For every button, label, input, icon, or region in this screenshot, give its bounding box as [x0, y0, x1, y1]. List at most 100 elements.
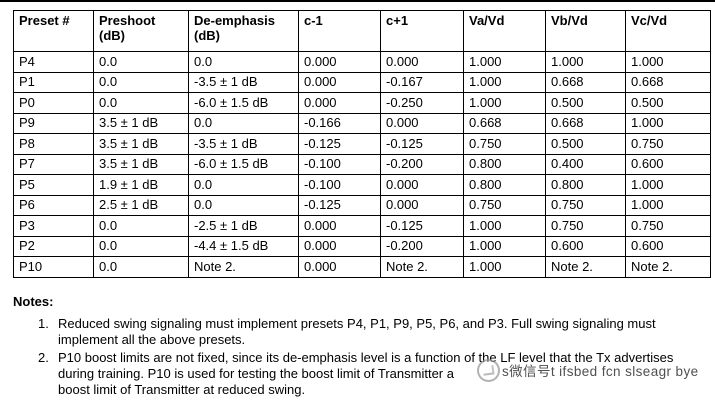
- col-header-preset: Preset #: [13, 10, 94, 52]
- table-cell: 0.668: [625, 71, 711, 93]
- table-cell: 0.000: [298, 256, 381, 278]
- table-cell: 0.0: [93, 92, 189, 114]
- table-cell: 1.000: [463, 71, 546, 93]
- table-cell: 0.750: [625, 133, 711, 155]
- note-line: implement all the above presets.: [58, 332, 246, 347]
- table-cell: 0.750: [463, 194, 546, 216]
- note-line: boost limit of Transmitter at reduced sw…: [58, 382, 306, 397]
- note-number: 1.: [38, 316, 49, 331]
- col-header-label: Preshoot: [99, 13, 156, 28]
- table-cell: 0.668: [545, 71, 626, 93]
- table-cell: 0.0: [93, 215, 189, 237]
- col-header-c-plus-1: c+1: [380, 10, 464, 52]
- note-item-1: 1. Reduced swing signaling must implemen…: [38, 316, 656, 348]
- table-cell: 0.000: [380, 174, 464, 196]
- table-cell: 0.0: [188, 174, 299, 196]
- table-cell: P4: [13, 51, 94, 73]
- col-header-label: c+1: [386, 13, 409, 28]
- table-cell: 0.000: [298, 71, 381, 93]
- table-cell: Note 2.: [625, 256, 711, 278]
- table-row-p8: P8 3.5 ± 1 dB -3.5 ± 1 dB -0.125 -0.125 0.750…: [13, 133, 711, 155]
- table-cell: P0: [13, 92, 94, 114]
- table-cell: 1.000: [463, 51, 546, 73]
- table-cell: 0.600: [625, 235, 711, 257]
- table-cell: -0.100: [298, 153, 381, 175]
- col-header-label: Preset #: [19, 13, 70, 28]
- preset-table: Preset # Preshoot (dB) De-emphasis (dB) c-…: [13, 10, 711, 278]
- table-cell: 0.000: [298, 51, 381, 73]
- table-row-p0: P0 0.0 -6.0 ± 1.5 dB 0.000 -0.250 1.000 0.500 0…: [13, 92, 711, 114]
- col-header-label: Vc/Vd: [631, 13, 668, 28]
- col-header-vb-vd: Vb/Vd: [545, 10, 626, 52]
- table-cell: 3.5 ± 1 dB: [93, 112, 189, 134]
- col-header-label: c-1: [304, 13, 323, 28]
- col-header-label: Vb/Vd: [551, 13, 588, 28]
- table-cell: P2: [13, 235, 94, 257]
- table-cell: 0.800: [463, 153, 546, 175]
- table-cell: 0.500: [545, 133, 626, 155]
- table-cell: 0.000: [298, 215, 381, 237]
- table-cell: 3.5 ± 1 dB: [93, 133, 189, 155]
- table-row-p2: P2 0.0 -4.4 ± 1.5 dB 0.000 -0.200 1.000 0.600 0…: [13, 235, 711, 257]
- top-border-line: [0, 0, 715, 2]
- table-cell: 0.500: [545, 92, 626, 114]
- table-cell: 0.800: [545, 174, 626, 196]
- table-cell: 0.0: [93, 71, 189, 93]
- table-cell: -0.250: [380, 92, 464, 114]
- table-cell: 1.9 ± 1 dB: [93, 174, 189, 196]
- table-cell: P5: [13, 174, 94, 196]
- table-cell: 0.0: [188, 194, 299, 216]
- table-cell: 0.000: [380, 194, 464, 216]
- table-cell: 0.500: [625, 92, 711, 114]
- table-cell: 1.000: [625, 194, 711, 216]
- col-header-va-vd: Va/Vd: [463, 10, 546, 52]
- col-header-sub: (dB): [194, 28, 220, 43]
- table-cell: Note 2.: [380, 256, 464, 278]
- table-row-p10: P10 0.0 Note 2. 0.000 Note 2. 1.000 Note 2. Not…: [13, 256, 711, 278]
- table-cell: -3.5 ± 1 dB: [188, 71, 299, 93]
- table-cell: 2.5 ± 1 dB: [93, 194, 189, 216]
- table-row-p6: P6 2.5 ± 1 dB 0.0 -0.125 0.000 0.750 0.750 1.00…: [13, 194, 711, 216]
- table-cell: 1.000: [463, 235, 546, 257]
- table-cell: -6.0 ± 1.5 dB: [188, 92, 299, 114]
- table-cell: 0.800: [463, 174, 546, 196]
- table-cell: 3.5 ± 1 dB: [93, 153, 189, 175]
- table-cell: 1.000: [463, 215, 546, 237]
- table-cell: 0.750: [545, 194, 626, 216]
- table-row-p1: P1 0.0 -3.5 ± 1 dB 0.000 -0.167 1.000 0.668 0.6…: [13, 71, 711, 93]
- table-cell: 1.000: [463, 256, 546, 278]
- table-cell: -0.125: [298, 194, 381, 216]
- table-cell: -2.5 ± 1 dB: [188, 215, 299, 237]
- table-cell: 1.000: [545, 51, 626, 73]
- col-header-deemphasis: De-emphasis (dB): [188, 10, 299, 52]
- table-cell: -4.4 ± 1.5 dB: [188, 235, 299, 257]
- table-cell: 0.0: [93, 51, 189, 73]
- col-header-label: De-emphasis: [194, 13, 275, 28]
- table-cell: -0.100: [298, 174, 381, 196]
- col-header-label: Va/Vd: [469, 13, 505, 28]
- note-number: 2.: [38, 350, 49, 365]
- col-header-c-minus-1: c-1: [298, 10, 381, 52]
- table-cell: 0.600: [625, 153, 711, 175]
- note-line: P10 boost limits are not fixed, since it…: [58, 350, 674, 365]
- table-cell: -0.125: [380, 215, 464, 237]
- table-cell: 0.750: [545, 215, 626, 237]
- table-cell: 0.000: [380, 51, 464, 73]
- table-cell: 0.750: [463, 133, 546, 155]
- col-header-preshoot: Preshoot (dB): [93, 10, 189, 52]
- table-cell: 0.750: [625, 215, 711, 237]
- table-cell: 0.0: [93, 235, 189, 257]
- table-cell: P8: [13, 133, 94, 155]
- table-cell: P10: [13, 256, 94, 278]
- table-cell: -0.125: [380, 133, 464, 155]
- table-cell: -0.200: [380, 153, 464, 175]
- table-cell: 0.000: [298, 92, 381, 114]
- table-row-p5: P5 1.9 ± 1 dB 0.0 -0.100 0.000 0.800 0.800 1.00…: [13, 174, 711, 196]
- table-cell: 0.668: [463, 112, 546, 134]
- table-cell: P6: [13, 194, 94, 216]
- table-cell: -6.0 ± 1.5 dB: [188, 153, 299, 175]
- col-header-sub: (dB): [99, 28, 125, 43]
- table-cell: -0.200: [380, 235, 464, 257]
- table-row-p4: P4 0.0 0.0 0.000 0.000 1.000 1.000 1.000: [13, 51, 711, 73]
- table-row-p9: P9 3.5 ± 1 dB 0.0 -0.166 0.000 0.668 0.668 1.00…: [13, 112, 711, 134]
